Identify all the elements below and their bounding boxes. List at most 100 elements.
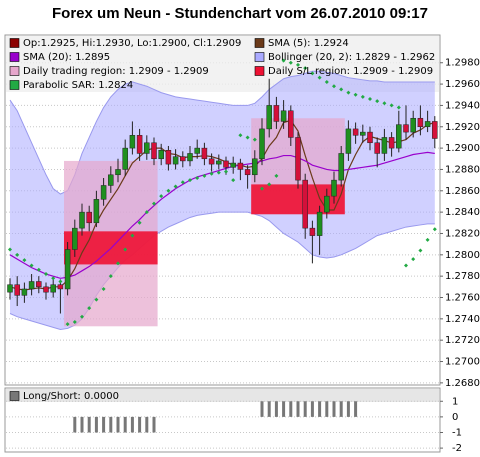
candle-body	[7, 284, 13, 293]
candle-body	[396, 124, 402, 149]
sar-dot	[353, 92, 358, 97]
candle-body	[410, 117, 416, 133]
candle-body	[28, 281, 35, 290]
bollinger-upper	[9, 70, 435, 195]
y-tick-label: 1.2680	[445, 378, 480, 389]
candle-body	[252, 158, 258, 176]
candle-body	[331, 179, 337, 197]
candle-body	[79, 211, 85, 229]
sar-dot	[382, 101, 387, 106]
long-short-bar	[346, 401, 350, 417]
long-short-bar	[109, 416, 113, 433]
candle-body	[194, 147, 200, 154]
candle-body	[158, 149, 164, 160]
candle-body	[424, 121, 431, 128]
long-short-bar	[282, 401, 286, 417]
candle-body	[14, 284, 20, 296]
candle-body	[302, 179, 308, 229]
sar-dot	[231, 178, 236, 183]
sar-dot	[65, 322, 70, 327]
candle-body	[237, 162, 244, 170]
candle-body	[216, 160, 222, 165]
candle-body	[360, 131, 366, 136]
sar-dot	[173, 184, 178, 189]
candle-body	[72, 227, 78, 250]
sar-dot	[94, 297, 99, 302]
long-short-bar	[354, 401, 358, 417]
sar-dot	[130, 233, 135, 238]
long-short-bar	[80, 416, 84, 433]
candle-body	[273, 105, 280, 122]
sar-dot	[137, 220, 142, 225]
legend-label: Long/Short: 0.0000	[23, 391, 119, 402]
sar-dot	[252, 137, 257, 142]
sar-dot	[245, 135, 250, 140]
sar-dot	[260, 186, 264, 191]
sar-dot	[332, 84, 336, 89]
long-short-bar	[260, 401, 264, 417]
candle-body	[403, 124, 409, 133]
sma-line	[9, 119, 435, 291]
legend-swatch	[9, 66, 20, 76]
sar-dot	[288, 60, 293, 65]
y-tick-label: 1.2700	[445, 357, 480, 368]
sar-dot	[87, 306, 92, 311]
sar-dot	[310, 71, 315, 76]
candle-body	[165, 149, 172, 165]
sar-dot	[195, 175, 200, 180]
long-short-bar	[94, 416, 98, 433]
candle-body	[136, 135, 143, 154]
sar-dot	[267, 182, 272, 187]
sar-dot	[44, 272, 48, 277]
y-tick-label: 1.2900	[445, 143, 480, 154]
candle-body	[324, 195, 330, 213]
sar-dot	[116, 261, 120, 266]
legend-label: SMA (20): 1.2895	[23, 52, 110, 63]
candle-body	[259, 128, 265, 160]
candle-body	[417, 117, 424, 128]
sar-dot	[159, 194, 164, 199]
y-tick-label: 1.2720	[445, 335, 480, 346]
sar-dot	[58, 279, 63, 284]
candle-body	[244, 169, 251, 176]
y-tick-label: 1.2800	[445, 250, 480, 261]
candle-body	[172, 156, 179, 165]
candle-body	[43, 286, 49, 293]
candle-body	[309, 227, 316, 236]
sar-dot	[51, 276, 56, 281]
y-tick-label: 1.2960	[445, 79, 480, 90]
sar-dot	[324, 79, 329, 84]
sar-dot	[418, 248, 423, 253]
candle-body	[295, 137, 301, 181]
long-short-bar	[267, 401, 271, 417]
sar-dot	[152, 201, 156, 206]
candle-body	[388, 137, 395, 149]
chart-title: Forex um Neun - Stundenchart vom 26.07.2…	[52, 5, 428, 22]
candle-body	[129, 135, 136, 149]
sar-dot	[166, 188, 171, 193]
candle-body	[36, 281, 42, 288]
sar-dot	[15, 252, 20, 257]
sma-line	[9, 151, 435, 279]
long-short-bar	[145, 416, 149, 433]
candle-body	[151, 142, 157, 160]
legend-label: Daily S/L region: 1.2909 - 1.2909	[268, 66, 433, 77]
candle-body	[338, 153, 344, 181]
y-tick-label: 1.2940	[445, 100, 480, 111]
y-tick-label: 1.2840	[445, 207, 480, 218]
candle-body	[345, 128, 352, 154]
lower-y-tick-label: 0	[452, 412, 458, 423]
legend-label: Bollinger (20, 2): 1.2829 - 1.2962	[268, 52, 435, 63]
sar-dot	[375, 99, 380, 104]
sar-dot	[8, 247, 12, 252]
legend-swatch	[9, 391, 20, 401]
candle-body	[223, 160, 229, 168]
candle-body	[266, 105, 272, 130]
candle-body	[180, 156, 186, 162]
candle-body	[100, 185, 107, 200]
candle-body	[381, 137, 388, 154]
sar-dot	[238, 133, 243, 138]
candle-body	[208, 158, 215, 165]
